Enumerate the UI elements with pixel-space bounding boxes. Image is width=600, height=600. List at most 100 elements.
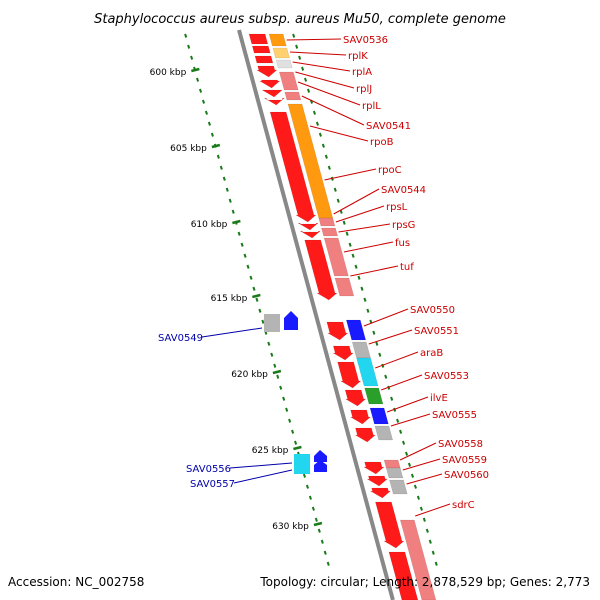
tick-dot xyxy=(351,253,355,258)
leader-line xyxy=(297,81,361,106)
tick-dot xyxy=(324,154,328,159)
tick-dot xyxy=(190,55,194,60)
tick-dot xyxy=(237,231,241,236)
gene-label-sdrc: sdrC xyxy=(452,500,475,511)
gene-block xyxy=(264,314,280,332)
leader-line xyxy=(301,95,365,126)
gene-block xyxy=(284,91,302,101)
gene-label-sav0553: SAV0553 xyxy=(424,371,469,382)
leader-line xyxy=(415,503,451,517)
gene-block xyxy=(363,461,385,475)
tick-dot xyxy=(311,506,315,511)
gene-label-arab: araB xyxy=(420,348,443,359)
major-tick xyxy=(293,445,302,451)
gene-block xyxy=(272,47,290,59)
tick-dot xyxy=(425,528,429,533)
tick-dot xyxy=(314,517,318,522)
tick-dot xyxy=(422,517,426,522)
tick-dot xyxy=(317,528,321,533)
gene-block xyxy=(254,55,274,64)
gene-block xyxy=(248,33,269,45)
gene-label-rpla: rplA xyxy=(352,67,372,78)
gene-label-rpll: rplL xyxy=(362,101,381,112)
gene-label-sav0549: SAV0549 xyxy=(158,333,203,344)
tick-dot xyxy=(318,132,322,137)
tick-dot xyxy=(273,363,277,368)
gene-label-sav0556: SAV0556 xyxy=(186,464,231,475)
tick-dot xyxy=(345,231,349,236)
leader-line xyxy=(368,329,413,345)
tick-dot xyxy=(294,440,298,445)
gene-block xyxy=(294,454,310,474)
tick-dot xyxy=(305,484,309,489)
tick-dot xyxy=(231,209,235,214)
accession-text: Accession: NC_002758 xyxy=(8,575,144,589)
tick-dot xyxy=(201,99,206,104)
leader-line xyxy=(286,38,342,41)
gene-block xyxy=(255,65,278,78)
tick-dot xyxy=(228,198,232,203)
tick-dot xyxy=(270,352,274,357)
gene-block xyxy=(284,311,298,330)
gene-block xyxy=(337,361,362,389)
tick-label: 600 kbp xyxy=(150,68,187,78)
tick-dot xyxy=(225,187,229,192)
tick-dot xyxy=(357,275,361,280)
tick-dot xyxy=(366,308,370,313)
tick-dot xyxy=(326,561,330,566)
tick-dot xyxy=(342,220,346,225)
leader-line xyxy=(343,241,394,253)
tick-dot xyxy=(285,407,289,412)
tick-dot xyxy=(320,539,324,544)
gene-block xyxy=(366,475,388,487)
tick-dot xyxy=(222,176,226,181)
tick-dot xyxy=(210,132,214,137)
tick-dot xyxy=(207,121,211,126)
gene-block xyxy=(354,427,377,443)
gene-block xyxy=(375,501,405,549)
gene-label-sav0550: SAV0550 xyxy=(410,305,455,316)
tick-label: 605 kbp xyxy=(170,144,207,154)
gene-block xyxy=(345,319,367,341)
tick-dot xyxy=(243,253,247,258)
gene-block xyxy=(323,237,349,277)
gene-block xyxy=(399,519,437,600)
gene-block xyxy=(321,227,338,237)
leader-line xyxy=(335,205,385,223)
tick-dot xyxy=(291,429,295,434)
major-tick xyxy=(272,369,282,375)
gene-block xyxy=(332,345,354,361)
leader-line xyxy=(292,61,351,72)
gene-block xyxy=(389,479,408,495)
gene-label-sav0557: SAV0557 xyxy=(190,479,235,490)
gene-block xyxy=(344,389,367,407)
tick-dot xyxy=(363,297,367,302)
gene-block xyxy=(297,222,319,231)
gene-block xyxy=(258,79,281,89)
gene-block xyxy=(334,277,355,297)
leader-line xyxy=(381,374,423,391)
gene-label-rpob: rpoB xyxy=(370,137,394,148)
gene-block xyxy=(314,450,327,462)
tick-dot xyxy=(249,275,253,280)
gene-block xyxy=(385,467,404,479)
gene-block xyxy=(364,387,384,405)
leader-line xyxy=(363,308,409,327)
leader-line xyxy=(333,188,380,215)
tick-label: 630 kbp xyxy=(272,522,309,532)
tick-dot xyxy=(308,495,312,500)
tick-dot xyxy=(276,374,280,379)
gene-label-sav0536: SAV0536 xyxy=(343,35,388,46)
tick-dot xyxy=(298,55,302,60)
gene-label-ilve: ilvE xyxy=(430,393,448,404)
major-tick xyxy=(211,143,221,149)
gene-label-sav0544: SAV0544 xyxy=(381,185,426,196)
tick-dot xyxy=(292,33,296,38)
tick-dot xyxy=(396,418,400,423)
tick-dot xyxy=(295,44,299,49)
gene-label-rpsl: rpsL xyxy=(386,202,408,213)
gene-label-sav0560: SAV0560 xyxy=(444,470,489,481)
tick-dot xyxy=(267,341,271,346)
gene-label-rpoc: rpoC xyxy=(378,165,402,176)
